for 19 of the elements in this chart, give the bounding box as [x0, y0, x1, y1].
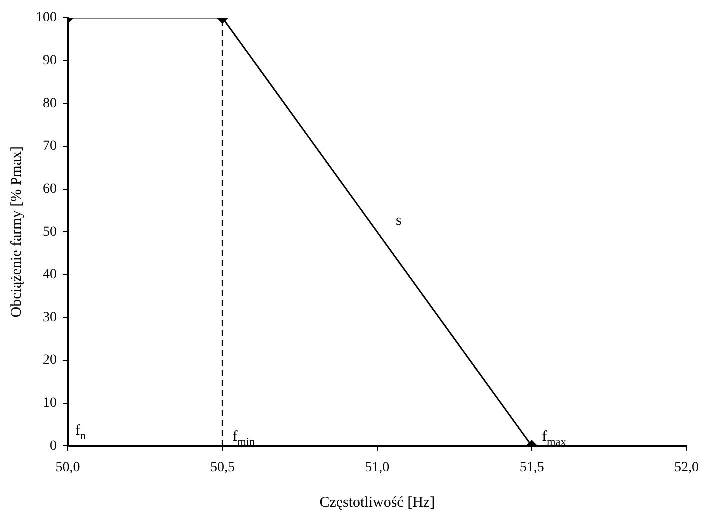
x-tick-label: 51,5 [520, 460, 544, 476]
y-tick-label: 70 [43, 139, 57, 154]
y-tick-label: 10 [43, 396, 57, 412]
y-tick-label: 20 [43, 353, 57, 368]
y-tick-label: 60 [43, 182, 57, 197]
y-tick-label: 40 [43, 268, 57, 283]
y-tick-label: 50 [43, 224, 57, 240]
y-tick-label: 30 [43, 310, 57, 326]
y-tick-label: 0 [50, 438, 57, 454]
x-tick-label: 50,5 [210, 460, 235, 476]
x-tick-label: 52,0 [674, 460, 699, 476]
x-axis-title: Częstotliwość [Hz] [320, 494, 436, 511]
y-tick-label: 100 [36, 10, 57, 26]
y-tick-label: 80 [43, 96, 57, 112]
annotation: s [396, 212, 402, 229]
x-tick-label: 50,0 [56, 460, 80, 476]
y-tick-label: 90 [43, 53, 57, 68]
x-tick-label: 51,0 [365, 460, 390, 476]
y-axis-title: Obciążenie farmy [% Pmax] [8, 146, 25, 318]
